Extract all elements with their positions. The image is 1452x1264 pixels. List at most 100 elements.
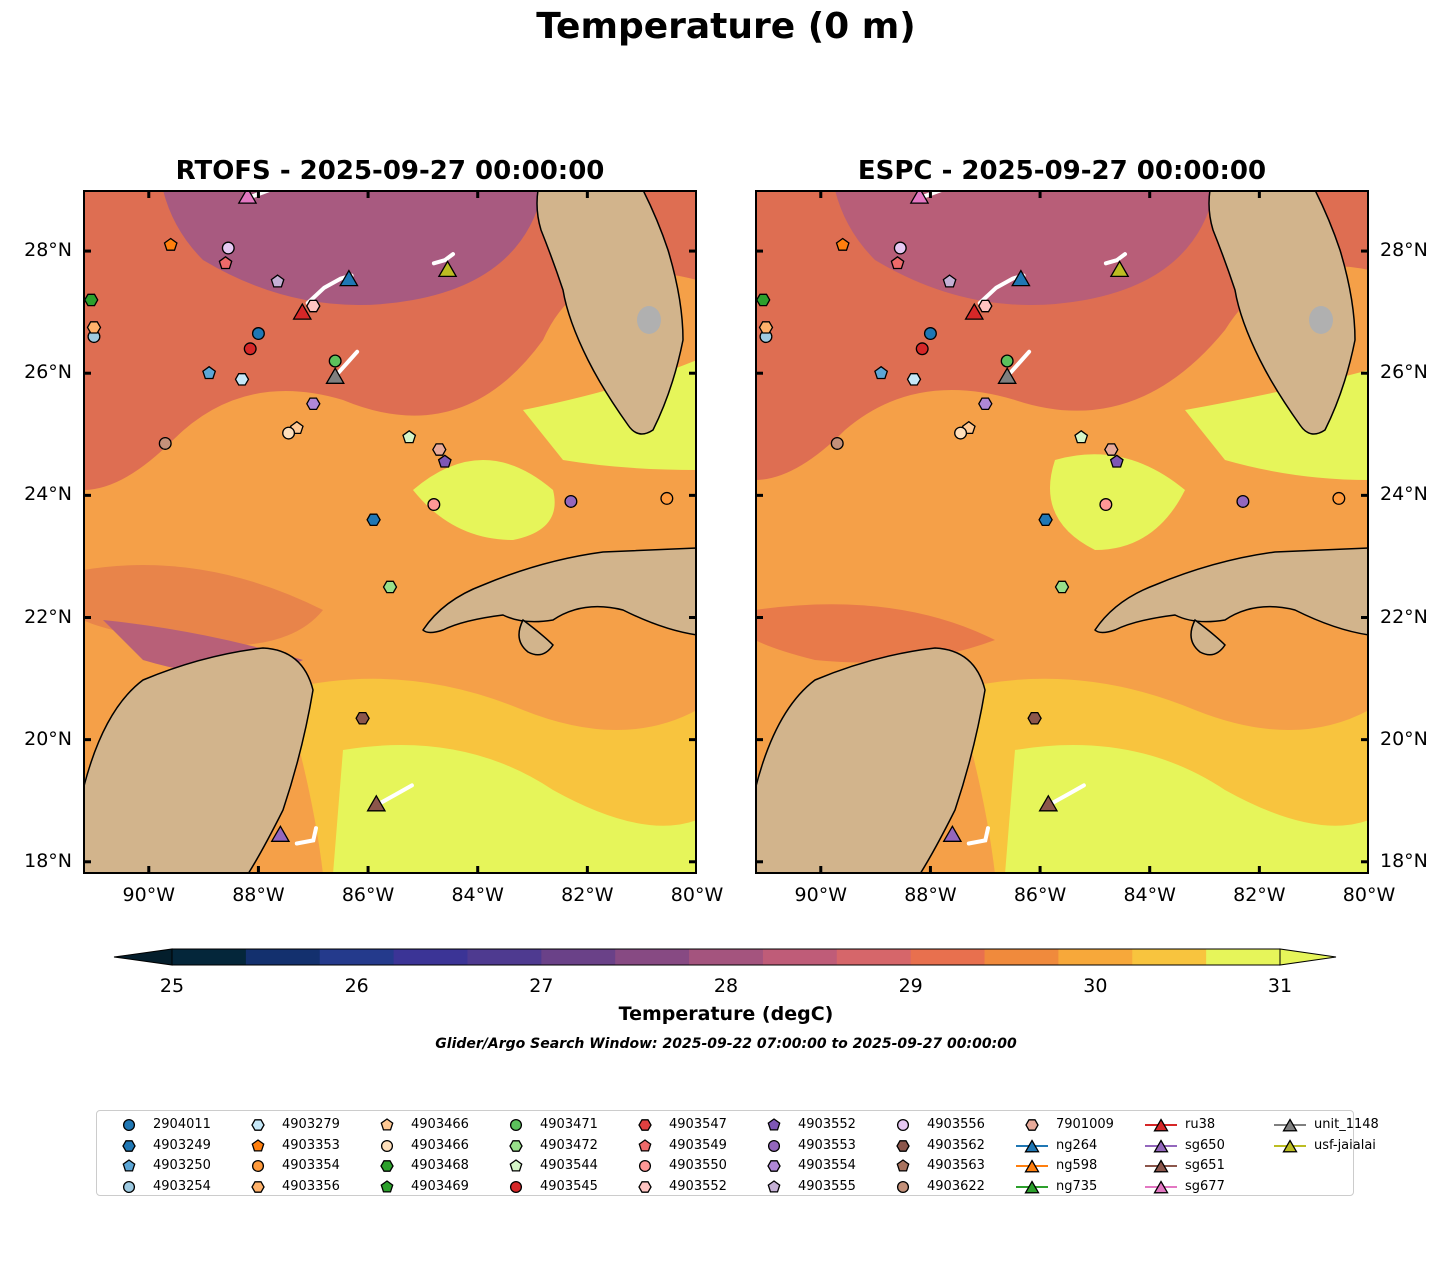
legend-marker-4903552[interactable] [767,1118,781,1131]
legend-marker-4903563[interactable] [896,1159,910,1172]
float-marker-7901009[interactable] [1104,443,1119,456]
float-marker-4903471[interactable] [328,354,342,368]
float-marker-4903356[interactable] [86,321,102,334]
float-marker-4903553[interactable] [564,494,578,508]
float-marker-4903468[interactable] [755,293,771,307]
legend-marker-4903250[interactable] [122,1159,136,1172]
float-marker-4903552[interactable] [1109,454,1124,468]
float-marker-4903544[interactable] [1074,429,1089,444]
glider-marker-sg651[interactable] [366,794,387,812]
float-marker-4903555[interactable] [270,274,285,288]
legend-marker-4903471[interactable] [509,1118,523,1132]
glider-marker-ng264[interactable] [1011,269,1031,287]
legend-marker-4903555[interactable] [767,1179,781,1193]
float-marker-4903471[interactable] [1000,354,1014,368]
legend-marker-sg677[interactable] [1153,1179,1169,1193]
legend-marker-ng735[interactable] [1024,1179,1040,1193]
glider-marker-unit_1148[interactable] [997,366,1017,384]
glider-marker-sg677[interactable] [909,190,930,204]
legend-marker-4903469[interactable] [380,1179,394,1193]
glider-marker-sg650[interactable] [270,824,291,842]
legend-marker-4903545[interactable] [509,1180,523,1193]
float-marker-2904011[interactable] [251,327,265,341]
float-marker-4903552[interactable] [306,299,321,313]
legend-marker-4903353[interactable] [251,1138,265,1152]
float-marker-4903353[interactable] [163,237,178,251]
glider-marker-sg650[interactable] [942,824,963,842]
float-marker-4903353[interactable] [835,237,850,251]
float-marker-4903555[interactable] [942,274,957,288]
glider-marker-ru38[interactable] [292,302,313,320]
float-marker-4903472[interactable] [1054,580,1070,594]
float-marker-4903562[interactable] [355,711,370,725]
float-marker-4903553[interactable] [1236,494,1250,508]
legend-marker-sg650[interactable] [1153,1138,1169,1152]
legend-marker-4903562[interactable] [896,1139,910,1152]
glider-marker-ng264[interactable] [339,269,359,287]
float-marker-2904011[interactable] [923,327,937,341]
float-marker-7901009[interactable] [432,443,447,456]
float-marker-4903550[interactable] [1099,498,1113,512]
float-marker-4903554[interactable] [306,397,321,411]
glider-marker-usf-jaialai[interactable] [437,260,458,278]
float-marker-4903556[interactable] [221,241,235,255]
legend-marker-4903468[interactable] [380,1160,394,1172]
legend-marker-4903556[interactable] [896,1118,910,1132]
glider-marker-sg677[interactable] [237,190,258,204]
legend-marker-4903544[interactable] [509,1159,523,1172]
float-marker-4903472[interactable] [382,580,398,594]
legend-marker-usf-jaialai[interactable] [1282,1138,1298,1152]
glider-marker-sg651[interactable] [1038,794,1059,812]
legend-marker-4903466[interactable] [380,1118,394,1131]
float-marker-4903549[interactable] [890,255,905,270]
float-marker-4903279[interactable] [906,373,922,386]
legend-marker-7901009[interactable] [1025,1119,1039,1131]
legend-marker-4903553[interactable] [767,1139,781,1152]
legend-marker-ng598[interactable] [1024,1159,1040,1173]
float-marker-4903249[interactable] [1038,513,1053,527]
float-marker-4903250[interactable] [874,365,889,380]
legend-marker-2904011[interactable] [122,1118,136,1132]
legend-marker-4903622[interactable] [896,1180,910,1193]
legend-marker-4903279[interactable] [251,1119,265,1131]
legend-marker-4903472[interactable] [509,1139,523,1152]
float-marker-4903356[interactable] [758,321,774,334]
float-marker-4903622[interactable] [830,436,844,450]
float-marker-4903622[interactable] [158,436,172,450]
legend-marker-ng264[interactable] [1024,1138,1040,1152]
float-marker-4903468[interactable] [83,293,99,307]
float-marker-4903552[interactable] [978,299,993,313]
legend-marker-4903354[interactable] [251,1159,265,1173]
legend-marker-4903547[interactable] [638,1119,652,1131]
glider-marker-unit_1148[interactable] [325,366,345,384]
float-marker-4903249[interactable] [366,513,381,527]
glider-marker-usf-jaialai[interactable] [1109,260,1130,278]
float-marker-4903562[interactable] [1027,711,1042,725]
legend-marker-sg651[interactable] [1153,1159,1169,1173]
legend-marker-ru38[interactable] [1153,1118,1169,1132]
float-marker-4903545[interactable] [243,342,257,356]
float-marker-4903545[interactable] [915,342,929,356]
legend-marker-4903550[interactable] [638,1159,652,1173]
glider-marker-ru38[interactable] [964,302,985,320]
float-marker-4903279[interactable] [234,373,250,386]
legend-marker-4903249[interactable] [122,1139,136,1152]
float-marker-4903550[interactable] [427,498,441,512]
float-marker-4903250[interactable] [202,365,217,380]
float-marker-4903354[interactable] [1332,491,1346,505]
float-marker-4903466[interactable] [282,426,296,440]
float-marker-4903552[interactable] [437,454,452,468]
float-marker-4903554[interactable] [978,397,993,411]
legend-marker-4903254[interactable] [122,1180,136,1193]
legend-marker-4903554[interactable] [767,1160,781,1172]
float-marker-4903556[interactable] [893,241,907,255]
legend-marker-4903549[interactable] [638,1138,652,1152]
legend-marker-4903466[interactable] [380,1139,394,1152]
float-marker-4903549[interactable] [218,255,233,270]
float-marker-4903544[interactable] [402,429,417,444]
float-marker-4903354[interactable] [660,491,674,505]
map-panel-rtofs[interactable] [83,190,699,874]
legend-marker-4903552[interactable] [638,1180,652,1193]
map-panel-espc[interactable] [755,190,1371,874]
legend-marker-unit_1148[interactable] [1282,1118,1298,1132]
